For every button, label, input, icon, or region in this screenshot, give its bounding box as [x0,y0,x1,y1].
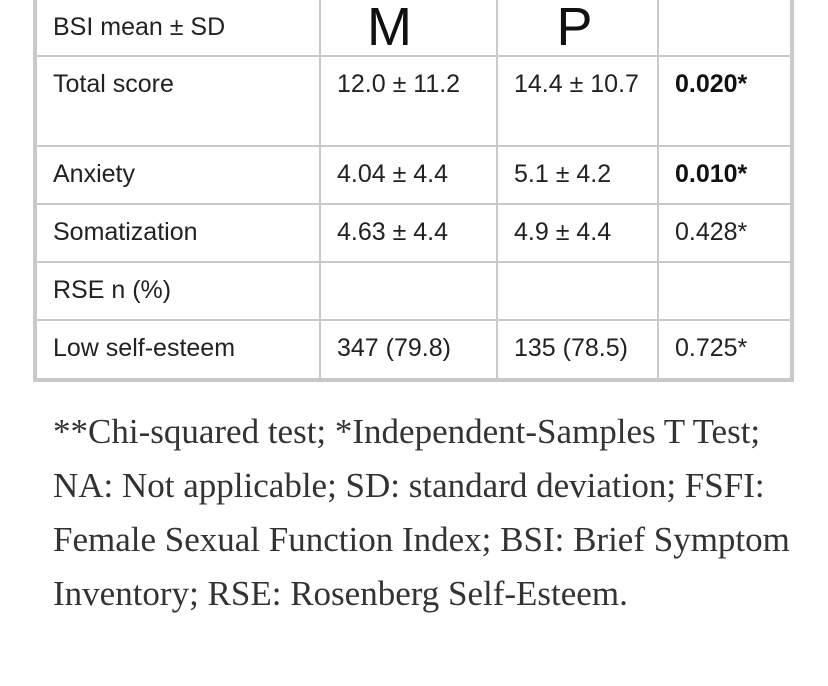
row-label: Low self-esteem [53,334,236,362]
pvalue-cell: 0.020* [657,55,790,147]
header-label: BSI mean ± SD [53,13,226,41]
p-value-cell: 14.4 ± 10.7 [496,55,659,147]
p-group-value: 4.9 ± 4.4 [514,218,612,246]
table-row-anxiety: Anxiety 4.04 ± 4.4 5.1 ± 4.2 0.010* [37,145,790,205]
p-group-value: 14.4 ± 10.7 [514,70,639,98]
pvalue-cell: 0.428* [657,203,790,263]
p-group-value [514,263,657,275]
row-label-cell: RSE n (%) [37,261,321,321]
pvalue-cell: 0.010* [657,145,790,205]
header-cell-pvalue [657,0,790,57]
m-value: 4.63 ± 4.4 [337,218,449,246]
table-footnote: **Chi-squared test; *Independent-Samples… [53,412,790,613]
m-value-cell [319,261,498,321]
p-group-value: 5.1 ± 4.2 [514,160,612,188]
header-group-m: M [367,0,412,57]
pvalue-cell [657,261,790,321]
p-value: 0.020* [675,70,748,98]
m-value [337,263,496,275]
m-value-cell: 12.0 ± 11.2 [319,55,498,147]
bsi-results-table: BSI mean ± SD M P Total score 12.0 ± 11.… [37,0,790,378]
m-value: 12.0 ± 11.2 [337,70,461,98]
table-header-row: BSI mean ± SD M P [37,0,790,57]
m-value: 4.04 ± 4.4 [337,160,449,188]
row-label-cell: Anxiety [37,145,321,205]
table-row-total-score: Total score 12.0 ± 11.2 14.4 ± 10.7 0.02… [37,55,790,147]
row-label: Anxiety [53,160,135,188]
header-cell-label: BSI mean ± SD [37,0,321,57]
m-value: 347 (79.8) [337,334,451,362]
header-cell-m: M [319,0,498,57]
bsi-results-table-container: BSI mean ± SD M P Total score 12.0 ± 11.… [33,0,794,382]
table-row-low-self-esteem: Low self-esteem 347 (79.8) 135 (78.5) 0.… [37,319,790,378]
m-value-cell: 347 (79.8) [319,319,498,378]
table-row-somatization: Somatization 4.63 ± 4.4 4.9 ± 4.4 0.428* [37,203,790,263]
header-group-p: P [556,0,593,57]
p-value-cell [496,261,659,321]
m-value-cell: 4.04 ± 4.4 [319,145,498,205]
p-value-cell: 5.1 ± 4.2 [496,145,659,205]
m-value-cell: 4.63 ± 4.4 [319,203,498,263]
row-label: Total score [53,70,174,98]
header-cell-p: P [496,0,659,57]
p-value-cell: 135 (78.5) [496,319,659,378]
p-value-cell: 4.9 ± 4.4 [496,203,659,263]
p-group-value: 135 (78.5) [514,334,628,362]
row-label: Somatization [53,218,198,246]
p-value [675,263,790,275]
p-value: 0.010* [675,160,748,188]
p-value: 0.428* [675,218,748,246]
header-pvalue [675,0,790,12]
row-label-cell: Somatization [37,203,321,263]
row-label-cell: Total score [37,55,321,147]
row-label: RSE n (%) [53,276,172,304]
row-label-cell: Low self-esteem [37,319,321,378]
p-value: 0.725* [675,334,748,362]
table-row-rse: RSE n (%) [37,261,790,321]
pvalue-cell: 0.725* [657,319,790,378]
